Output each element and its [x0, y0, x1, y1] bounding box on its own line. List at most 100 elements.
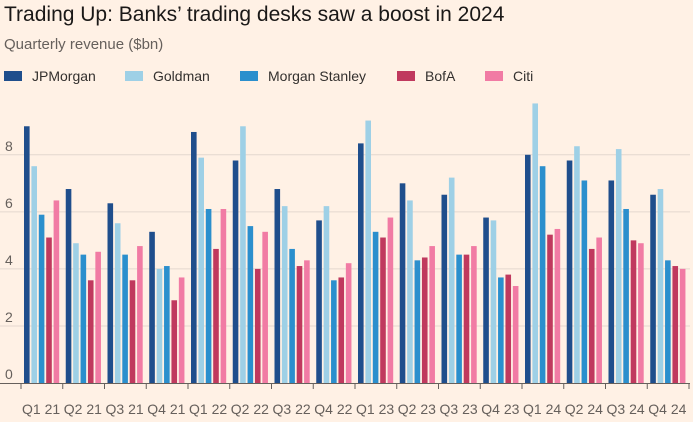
bar-jpmorgan-q3-21: [107, 203, 114, 383]
bar-citi-q4-21: [178, 277, 185, 383]
bar-morgan-stanley-q1-24: [539, 166, 546, 383]
bar-goldman-q3-23: [448, 177, 455, 383]
bar-jpmorgan-q4-21: [149, 231, 155, 383]
x-tick-label-q4-21: Q4 21: [147, 401, 185, 417]
bar-goldman-q4-22: [323, 206, 330, 383]
y-tick-label-2: 2: [5, 309, 13, 325]
bar-bofa-q1-22: [213, 248, 219, 383]
bar-jpmorgan-q4-23: [483, 217, 489, 383]
bar-bofa-q4-21: [171, 300, 178, 383]
bar-morgan-stanley-q4-24: [665, 260, 671, 383]
bar-morgan-stanley-q3-23: [456, 254, 462, 383]
bar-jpmorgan-q1-23: [358, 143, 364, 383]
legend-item-jpmorgan: JPMorgan: [4, 68, 96, 84]
x-tick-label-q4-22: Q4 22: [314, 401, 352, 417]
x-tick-label-q3-22: Q3 22: [273, 401, 311, 417]
bar-jpmorgan-q2-23: [399, 183, 406, 383]
bar-citi-q1-24: [554, 228, 561, 383]
y-tick-label-4: 4: [5, 252, 13, 268]
bar-goldman-q2-24: [574, 146, 580, 383]
bar-morgan-stanley-q3-22: [289, 248, 295, 383]
bar-bofa-q4-23: [505, 274, 512, 383]
chart-title: Trading Up: Banks’ trading desks saw a b…: [4, 3, 505, 26]
x-tick-label-q3-23: Q3 23: [440, 401, 478, 417]
bar-goldman-q4-24: [657, 189, 664, 383]
bar-morgan-stanley-q2-23: [414, 260, 421, 383]
bar-goldman-q3-24: [615, 149, 622, 383]
legend-swatch-citi: [485, 71, 503, 81]
bar-citi-q1-23: [387, 217, 394, 383]
legend-swatch-bofa: [397, 71, 415, 81]
x-tick-label-q2-23: Q2 23: [398, 401, 436, 417]
bar-bofa-q1-21: [46, 237, 52, 383]
bar-bofa-q3-22: [296, 266, 303, 383]
bar-jpmorgan-q2-22: [232, 160, 239, 383]
bar-bofa-q1-24: [547, 234, 553, 383]
x-tick-label-q1-21: Q1 21: [22, 401, 60, 417]
bar-citi-q4-24: [679, 268, 686, 383]
x-tick-label-q2-22: Q2 22: [231, 401, 269, 417]
legend-item-goldman: Goldman: [125, 68, 210, 84]
bar-morgan-stanley-q2-24: [581, 180, 588, 383]
bar-morgan-stanley-q3-21: [122, 254, 128, 383]
bar-morgan-stanley-q1-23: [372, 231, 379, 383]
legend-swatch-jpmorgan: [4, 71, 22, 81]
bar-citi-q3-22: [304, 260, 310, 383]
bar-citi-q2-22: [262, 231, 268, 383]
bar-morgan-stanley-q4-22: [331, 280, 337, 383]
bar-morgan-stanley-q1-21: [38, 214, 45, 383]
bar-citi-q3-21: [137, 246, 143, 383]
bar-jpmorgan-q1-22: [191, 131, 197, 383]
legend-label-citi: Citi: [513, 68, 534, 84]
bar-bofa-q2-21: [87, 280, 94, 383]
chart-legend: JPMorgan Goldman Morgan Stanley BofA Cit…: [4, 68, 690, 84]
legend-item-morgan-stanley: Morgan Stanley: [240, 68, 366, 84]
bar-citi-q3-24: [638, 243, 644, 383]
bar-goldman-q2-23: [407, 200, 413, 383]
bar-bofa-q2-24: [588, 248, 595, 383]
bar-morgan-stanley-q2-22: [247, 226, 254, 383]
bar-citi-q2-21: [95, 251, 101, 383]
bar-jpmorgan-q2-21: [65, 189, 72, 383]
bar-goldman-q1-21: [31, 166, 37, 383]
legend-swatch-goldman: [125, 71, 143, 81]
bar-citi-q4-23: [512, 286, 519, 383]
bar-jpmorgan-q1-21: [24, 126, 30, 384]
bar-jpmorgan-q4-24: [650, 194, 656, 383]
legend-label-goldman: Goldman: [153, 68, 210, 84]
bar-jpmorgan-q1-24: [525, 154, 531, 383]
bar-bofa-q2-22: [254, 268, 261, 383]
x-tick-label-q2-24: Q2 24: [565, 401, 603, 417]
bar-goldman-q2-21: [73, 243, 79, 383]
x-tick-label-q2-21: Q2 21: [64, 401, 102, 417]
bar-bofa-q4-22: [338, 277, 345, 383]
bar-jpmorgan-q3-23: [441, 194, 448, 383]
bar-bofa-q3-21: [129, 280, 136, 383]
bar-goldman-q4-21: [156, 268, 163, 383]
bar-bofa-q1-23: [380, 237, 386, 383]
y-tick-label-8: 8: [5, 138, 13, 154]
bar-goldman-q3-22: [281, 206, 288, 383]
bar-citi-q2-24: [596, 237, 602, 383]
x-tick-label-q1-22: Q1 22: [189, 401, 227, 417]
x-tick-label-q3-24: Q3 24: [607, 401, 645, 417]
bar-goldman-q3-21: [114, 223, 121, 383]
y-tick-label-6: 6: [5, 195, 13, 211]
bar-morgan-stanley-q4-21: [164, 266, 170, 383]
bar-goldman-q1-22: [198, 157, 204, 383]
bar-morgan-stanley-q3-24: [623, 208, 629, 383]
bar-goldman-q2-22: [240, 126, 246, 384]
legend-label-jpmorgan: JPMorgan: [32, 68, 96, 84]
x-tick-label-q4-23: Q4 23: [481, 401, 519, 417]
bar-jpmorgan-q3-24: [608, 180, 615, 383]
bar-bofa-q3-23: [463, 254, 470, 383]
x-tick-label-q1-24: Q1 24: [523, 401, 561, 417]
bar-citi-q1-21: [53, 200, 60, 383]
bar-citi-q2-23: [429, 246, 435, 383]
legend-swatch-morgan-stanley: [240, 71, 258, 81]
bar-goldman-q1-23: [365, 120, 371, 383]
x-tick-label-q1-23: Q1 23: [356, 401, 394, 417]
bar-citi-q3-23: [471, 246, 477, 383]
legend-item-citi: Citi: [485, 68, 533, 84]
